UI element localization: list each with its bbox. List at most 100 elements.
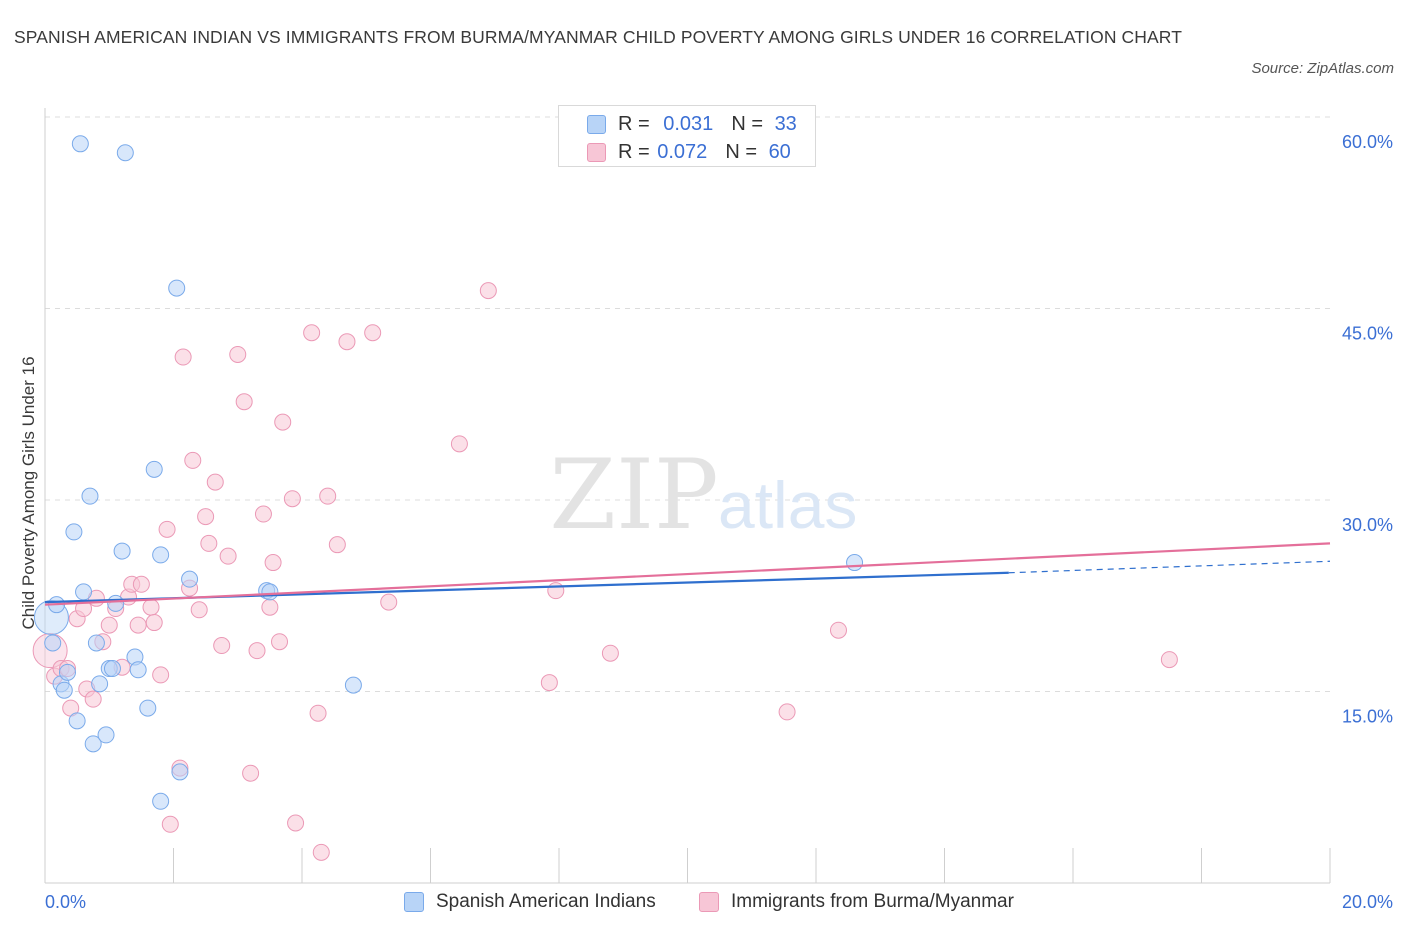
data-point — [540, 674, 558, 692]
data-point — [197, 508, 215, 526]
data-point — [107, 594, 125, 612]
x-ticks — [173, 848, 1331, 883]
trendline-spanish-american-extension — [1008, 560, 1331, 574]
data-point — [145, 460, 163, 478]
data-point — [145, 614, 163, 632]
data-point — [829, 621, 847, 639]
data-point — [152, 546, 170, 564]
legend-label-spanish-american: Spanish American Indians — [436, 891, 656, 912]
legend-r-label: R = — [618, 141, 656, 163]
watermark: ZIP atlas — [549, 439, 857, 551]
watermark-atlas: atlas — [718, 468, 857, 542]
data-point — [235, 393, 253, 411]
data-point — [547, 582, 565, 600]
y-tick-labels: 15.0% 30.0% 45.0% 60.0% — [1342, 132, 1393, 727]
data-point — [248, 642, 266, 660]
data-point — [142, 598, 160, 616]
data-point — [319, 487, 337, 505]
series-spanish-american-points — [33, 135, 864, 810]
data-point — [206, 473, 224, 491]
data-point — [91, 675, 109, 693]
data-point — [190, 601, 208, 619]
data-point — [254, 505, 272, 523]
data-point — [1160, 651, 1178, 669]
gridlines — [45, 116, 1330, 692]
data-point — [113, 542, 131, 560]
data-point — [274, 413, 292, 431]
data-point — [181, 570, 199, 588]
data-point — [328, 536, 346, 554]
series-burma-points — [32, 282, 1178, 861]
data-point — [68, 712, 86, 730]
data-point — [338, 333, 356, 351]
x-tick-label: 0.0% — [45, 892, 86, 912]
data-point — [55, 681, 73, 699]
data-point — [129, 661, 147, 679]
data-point — [103, 660, 121, 678]
y-tick-label: 30.0% — [1342, 515, 1393, 535]
data-point — [380, 593, 398, 611]
data-point — [344, 676, 362, 694]
chart-title: SPANISH AMERICAN INDIAN VS IMMIGRANTS FR… — [14, 27, 1183, 47]
data-point — [168, 279, 186, 297]
data-point — [97, 726, 115, 744]
data-point — [71, 135, 89, 153]
stats-legend: R = 0.031 N = 33 R = 0.072 N = 60 — [558, 105, 816, 167]
data-point — [846, 554, 864, 572]
data-point — [44, 634, 62, 652]
data-point — [75, 583, 93, 601]
data-point — [283, 490, 301, 508]
data-point — [84, 735, 102, 753]
y-tick-label: 15.0% — [1342, 707, 1393, 727]
data-point — [158, 520, 176, 538]
data-point — [219, 547, 237, 565]
legend-n-label: N = — [725, 141, 763, 163]
data-point — [132, 575, 150, 593]
data-point — [229, 345, 247, 363]
data-point — [264, 554, 282, 572]
data-point — [171, 763, 189, 781]
data-point — [174, 348, 192, 366]
legend-r-value: 0.072 — [657, 141, 708, 163]
y-axis-title: Child Poverty Among Girls Under 16 — [19, 356, 38, 629]
data-point — [129, 616, 147, 634]
data-point — [87, 634, 105, 652]
data-point — [65, 523, 83, 541]
y-tick-label: 45.0% — [1342, 324, 1393, 344]
data-point — [58, 663, 76, 681]
data-point — [261, 598, 279, 616]
data-point — [287, 814, 305, 832]
data-point — [261, 583, 279, 601]
data-point — [778, 703, 796, 721]
data-point — [184, 451, 202, 469]
legend-swatch-pink — [587, 143, 606, 162]
data-point — [450, 435, 468, 453]
legend-r-label: R = — [618, 113, 656, 135]
data-point — [479, 282, 497, 300]
data-point — [81, 487, 99, 505]
legend-swatch-pink — [699, 892, 719, 912]
legend-n-value: 60 — [768, 141, 791, 163]
x-tick-labels: 0.0% 20.0% — [45, 892, 1393, 912]
data-point — [312, 843, 330, 861]
trendlines — [44, 542, 1331, 606]
data-point — [303, 324, 321, 342]
data-point — [364, 324, 382, 342]
legend-n-value: 33 — [774, 113, 797, 135]
legend-r-value: 0.031 — [663, 113, 714, 135]
data-point — [116, 144, 134, 162]
source-label: Source: ZipAtlas.com — [1251, 60, 1394, 77]
data-point — [84, 690, 102, 708]
legend-label-burma: Immigrants from Burma/Myanmar — [731, 891, 1014, 912]
data-point — [309, 704, 327, 722]
trendline-burma — [44, 542, 1331, 606]
watermark-zip: ZIP — [549, 439, 718, 551]
legend-swatch-blue — [587, 115, 606, 134]
data-point — [139, 699, 157, 717]
x-tick-label: 20.0% — [1342, 892, 1393, 912]
y-tick-label: 60.0% — [1342, 132, 1393, 152]
legend-n-label: N = — [731, 113, 769, 135]
data-point — [213, 637, 231, 655]
data-point — [161, 815, 179, 833]
